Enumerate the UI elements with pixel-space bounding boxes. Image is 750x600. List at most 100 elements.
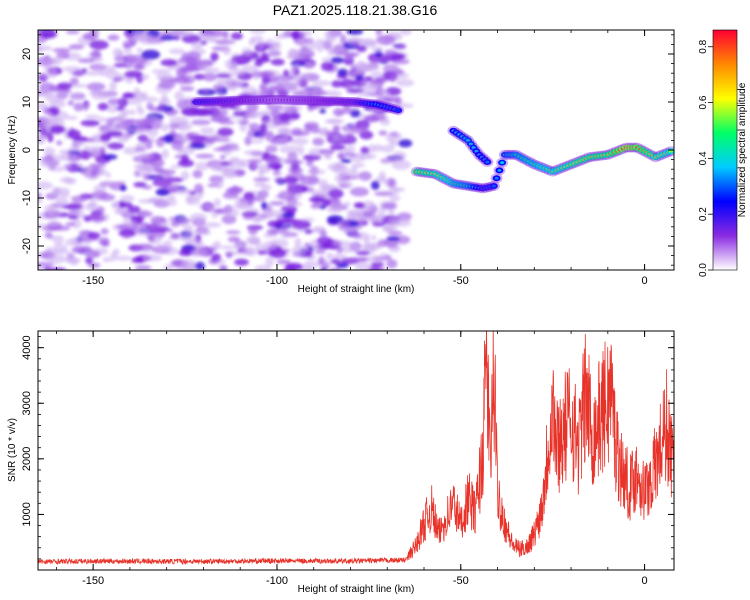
noise-blob	[279, 112, 291, 123]
y-tick-label: -10	[21, 190, 33, 206]
noise-blob	[189, 213, 207, 223]
noise-blob	[227, 236, 240, 243]
noise-blob	[47, 166, 68, 172]
noise-blob	[162, 175, 175, 185]
noise-blob	[280, 205, 298, 213]
colorbar: 0.0 0.2 0.4 0.6 0.8 Normalized spectral ampl…	[698, 29, 748, 277]
noise-blob	[135, 226, 150, 237]
noise-blob	[337, 150, 353, 158]
noise-blob	[39, 158, 59, 168]
noise-blob	[102, 90, 119, 98]
x-tick-label: 0	[642, 275, 648, 287]
noise-blob	[81, 68, 88, 73]
x-tick-label: -50	[453, 575, 469, 587]
noise-blob	[85, 257, 93, 264]
noise-blob	[300, 175, 319, 186]
noise-blob	[113, 209, 132, 215]
noise-blob	[303, 62, 315, 70]
noise-blob	[130, 215, 145, 221]
noise-blob	[135, 142, 148, 152]
noise-blob	[180, 233, 197, 243]
noise-blob	[202, 72, 218, 82]
noise-blob	[276, 259, 291, 265]
ridge-core	[468, 142, 473, 146]
noise-blob	[52, 235, 64, 245]
noise-blob	[241, 47, 253, 57]
noise-blob	[290, 137, 309, 146]
noise-blob	[351, 162, 366, 168]
noise-blob	[195, 153, 215, 159]
noise-blob	[215, 178, 224, 189]
noise-blob	[71, 219, 82, 229]
noise-blob	[399, 30, 412, 36]
noise-blob	[71, 246, 86, 254]
noise-blob	[327, 162, 346, 172]
noise-blob	[147, 235, 156, 242]
noise-blob	[50, 125, 66, 134]
noise-blob	[105, 131, 124, 137]
noise-blob	[392, 58, 410, 65]
noise-blob	[127, 205, 141, 213]
noise-blob	[140, 96, 159, 103]
noise-blob	[285, 262, 303, 270]
noise-blob	[284, 30, 293, 38]
noise-blob	[123, 48, 133, 54]
noise-blob	[276, 137, 290, 145]
noise-blob	[120, 194, 135, 203]
noise-blob	[248, 122, 260, 131]
noise-blob	[319, 108, 326, 114]
noise-blob	[158, 97, 171, 108]
noise-blob	[219, 154, 226, 160]
noise-blob	[52, 47, 71, 53]
noise-blob	[84, 203, 99, 211]
noise-blob	[394, 133, 402, 140]
noise-blob	[165, 198, 177, 207]
noise-blob	[188, 197, 201, 205]
ridge-core	[668, 149, 673, 153]
noise-blob	[263, 240, 278, 250]
noise-blob	[160, 59, 178, 67]
noise-blob	[386, 259, 398, 269]
noise-blob	[380, 144, 395, 153]
noise-blob	[384, 254, 392, 261]
noise-blob	[90, 169, 97, 178]
noise-blob	[136, 243, 154, 251]
noise-blob	[168, 48, 186, 55]
noise-blob	[342, 107, 353, 114]
y-tick-label: 0	[21, 147, 33, 153]
noise-blob	[216, 73, 231, 78]
noise-blob	[395, 235, 411, 245]
figure-title: PAZ1.2025.118.21.38.G16	[273, 2, 438, 18]
noise-blob	[312, 137, 325, 146]
noise-blob	[74, 69, 83, 77]
noise-blob	[370, 235, 377, 241]
noise-blob	[43, 147, 56, 156]
noise-blob	[213, 208, 224, 213]
spectrogram-x-axis-label: Height of straight line (km)	[298, 284, 415, 295]
snr-frame	[37, 330, 675, 571]
noise-blob	[87, 145, 105, 154]
noise-blob	[115, 255, 132, 261]
noise-blob	[304, 250, 313, 258]
noise-blob	[210, 162, 223, 172]
noise-blob	[259, 83, 267, 91]
noise-blob	[370, 112, 386, 122]
noise-blob	[367, 265, 386, 270]
noise-blob	[381, 202, 397, 210]
noise-blob	[235, 195, 244, 206]
noise-blob	[69, 83, 89, 88]
noise-blob	[381, 224, 398, 233]
snr-x-axis-label: Height of straight line (km)	[298, 584, 415, 595]
noise-blob	[270, 58, 285, 66]
noise-blob	[113, 77, 120, 83]
x-tick-label: -100	[266, 275, 288, 287]
noise-blob	[319, 184, 337, 191]
noise-blob	[109, 81, 117, 91]
noise-blob	[344, 181, 353, 189]
noise-blob	[350, 109, 361, 118]
noise-blob	[336, 262, 349, 269]
noise-blob	[265, 256, 275, 267]
noise-blob	[259, 166, 271, 174]
noise-blob	[46, 57, 58, 65]
noise-blob	[217, 127, 234, 137]
